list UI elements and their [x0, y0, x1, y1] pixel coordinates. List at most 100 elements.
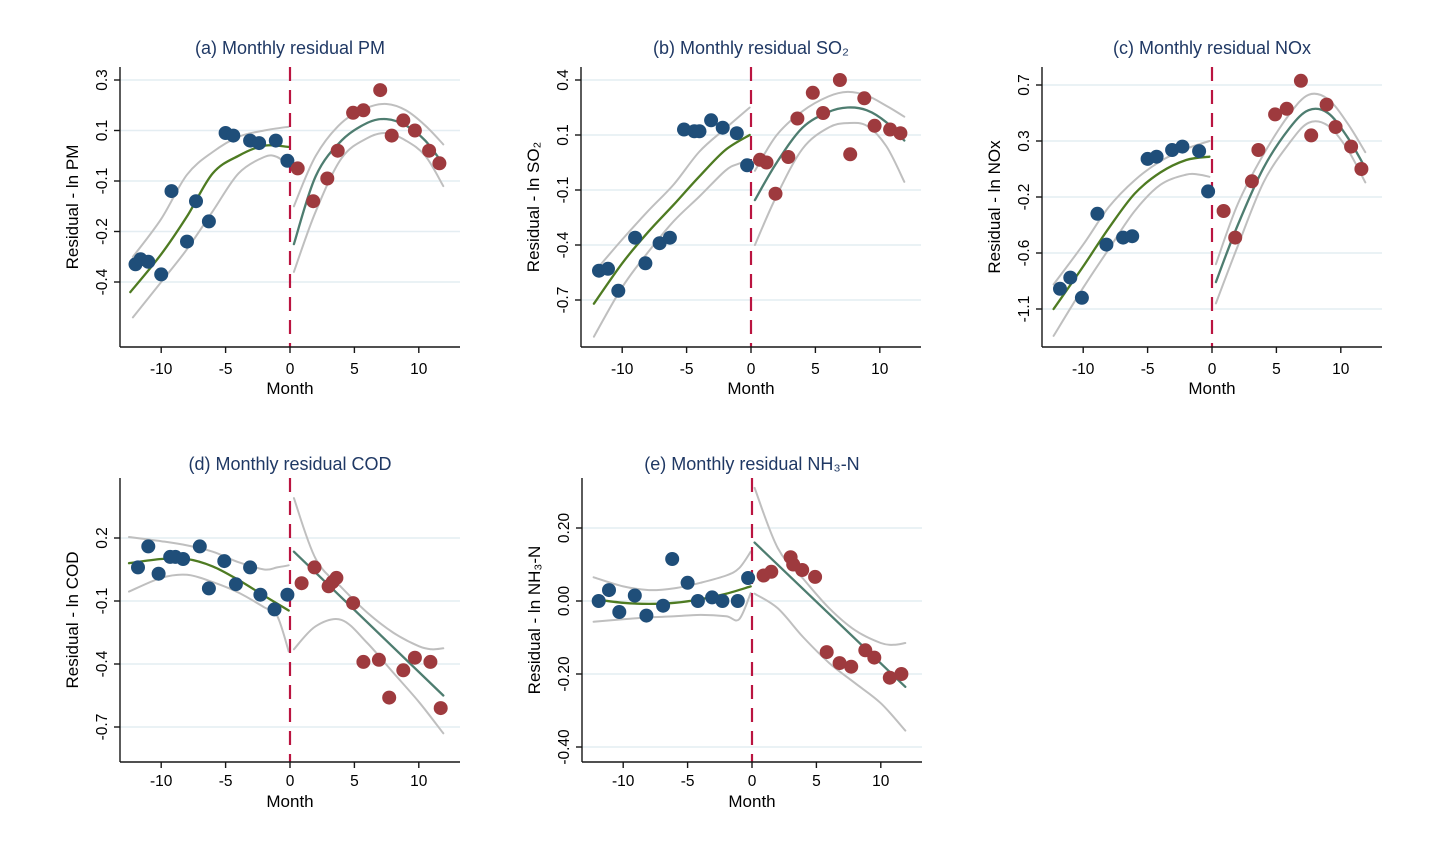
y-tick-label: -0.4: [555, 231, 572, 258]
post-fit-curve: [753, 541, 907, 688]
pre-period-residuals-dot: [740, 158, 755, 173]
panel-title: (e) Monthly residual NH₃-N: [644, 454, 859, 474]
x-axis-label: Month: [266, 792, 313, 811]
post-period-residuals-dot: [329, 570, 344, 585]
x-tick-label: -5: [219, 773, 233, 790]
pre-period-residuals-dot: [1175, 139, 1190, 154]
pre-period-residuals-dot: [680, 575, 695, 590]
pre-period-residuals-dot: [690, 594, 705, 608]
post-period-residuals-dot: [1344, 139, 1359, 154]
pre-fit-curve: [592, 585, 752, 606]
post-period-residuals-dot: [407, 123, 422, 138]
post-period-residuals-dot: [805, 85, 820, 100]
x-tick-label: 10: [410, 361, 428, 378]
post-period-residuals-dot: [894, 667, 909, 681]
panel-title: (a) Monthly residual PM: [195, 38, 385, 58]
post-period-residuals-dot: [832, 656, 847, 671]
panel-c: 0.7 0.3 -0.2 -0.6 -1.1 -10 -5 0 5 10 Month Residual…: [985, 38, 1382, 398]
pre-period-residuals-dot: [201, 581, 216, 596]
x-tick-label: 0: [286, 361, 295, 378]
post-period-residuals-dot: [893, 126, 908, 141]
pre-period-residuals-dot: [677, 122, 691, 137]
y-tick-label: -0.7: [94, 714, 111, 741]
x-tick-label: -5: [680, 361, 694, 378]
pre-period-residuals-dot: [612, 605, 627, 619]
x-tick-label: 0: [748, 773, 757, 790]
post-period-residuals-dot: [356, 103, 371, 118]
post-period-residuals-dot: [882, 670, 897, 685]
y-tick-label: -0.1: [94, 168, 111, 195]
pre-period-residuals-dot: [1125, 229, 1140, 244]
pre-period-residuals-dot: [180, 234, 194, 249]
post-period-residuals-dot: [384, 128, 399, 143]
post-ci-lower-curve: [753, 121, 906, 246]
post-period-residuals-dot: [433, 701, 448, 716]
post-ci-upper-curve: [753, 90, 906, 172]
y-tick-label: 0.3: [94, 69, 111, 91]
pre-period-residuals-dot: [1090, 206, 1105, 221]
y-axis-label: Residual - ln NOx: [985, 140, 1004, 274]
pre-period-residuals-dot: [154, 267, 169, 282]
pre-ci-lower-curve: [1052, 172, 1211, 337]
post-fit-curve: [1214, 107, 1367, 284]
post-period-residuals-dot: [290, 161, 305, 176]
pre-period-residuals-dot: [267, 602, 282, 617]
post-fit-curve: [292, 117, 445, 246]
x-tick-label: 10: [872, 773, 890, 790]
pre-period-residuals-dot: [741, 571, 756, 585]
y-tick-label: 0.1: [94, 120, 111, 142]
post-fit-curve: [753, 106, 906, 202]
post-period-residuals-dot: [1216, 204, 1231, 218]
pre-period-residuals-dot: [692, 124, 707, 139]
post-period-residuals-dot: [867, 650, 882, 665]
panel-b: 0.4 0.1 -0.1 -0.4 -0.7 -10 -5 0 5 10 Month Residual…: [524, 38, 921, 398]
pre-period-residuals-dot: [656, 598, 671, 613]
post-period-residuals-dot: [373, 83, 388, 98]
x-axis-label: Month: [727, 379, 774, 398]
post-fit-curve: [292, 550, 445, 697]
x-tick-label: 5: [1272, 361, 1281, 378]
y-tick-label: 0.3: [1016, 130, 1033, 152]
pre-period-residuals-dot: [1074, 290, 1089, 305]
post-period-residuals-dot: [844, 659, 859, 674]
pre-period-residuals-dot: [164, 184, 179, 199]
pre-period-residuals-dot: [1201, 184, 1216, 199]
pre-period-residuals-dot: [226, 128, 241, 143]
pre-period-residuals-dot: [652, 236, 667, 251]
panel-title: (c) Monthly residual NOx: [1113, 38, 1311, 58]
post-period-residuals-dot: [759, 155, 774, 170]
post-period-residuals-dot: [396, 113, 411, 128]
post-period-residuals-dot: [1304, 128, 1319, 143]
pre-fit-curve: [592, 133, 751, 305]
post-ci-lower-curve: [292, 618, 445, 735]
post-ci-upper-curve: [292, 102, 445, 208]
y-tick-label: -0.6: [1016, 240, 1033, 267]
y-tick-label: -0.20: [556, 656, 573, 692]
pre-period-residuals-dot: [253, 587, 268, 602]
pre-period-residuals-dot: [602, 583, 616, 598]
post-period-residuals-dot: [1328, 120, 1343, 134]
panel-a: 0.3 0.1 -0.1 -0.2 -0.4 -10 -5 0 5 10 Month Residual…: [63, 38, 460, 398]
post-period-residuals-dot: [330, 143, 345, 158]
post-period-residuals-dot: [307, 560, 322, 575]
post-period-residuals-dot: [808, 569, 823, 584]
pre-fit-curve: [1052, 155, 1211, 311]
pre-period-residuals-dot: [192, 539, 207, 554]
y-tick-label: 0.2: [94, 527, 111, 549]
post-period-residuals-dot: [816, 106, 831, 120]
pre-period-residuals-dot: [715, 594, 730, 608]
post-ci-lower-curve: [1214, 120, 1367, 305]
x-tick-label: -5: [219, 361, 233, 378]
post-period-residuals-dot: [371, 652, 386, 667]
pre-ci-upper-curve: [131, 125, 290, 258]
pre-period-residuals-dot: [141, 539, 156, 554]
post-period-residuals-dot: [294, 576, 309, 591]
pre-period-residuals-dot: [1149, 149, 1164, 164]
post-period-residuals-dot: [768, 186, 783, 201]
x-tick-label: 0: [286, 773, 295, 790]
pre-period-residuals-dot: [201, 214, 216, 229]
pre-period-residuals-dot: [151, 566, 166, 581]
post-period-residuals-dot: [867, 118, 882, 133]
pre-period-residuals-dot: [1099, 237, 1114, 252]
pre-period-residuals-dot: [280, 587, 295, 602]
